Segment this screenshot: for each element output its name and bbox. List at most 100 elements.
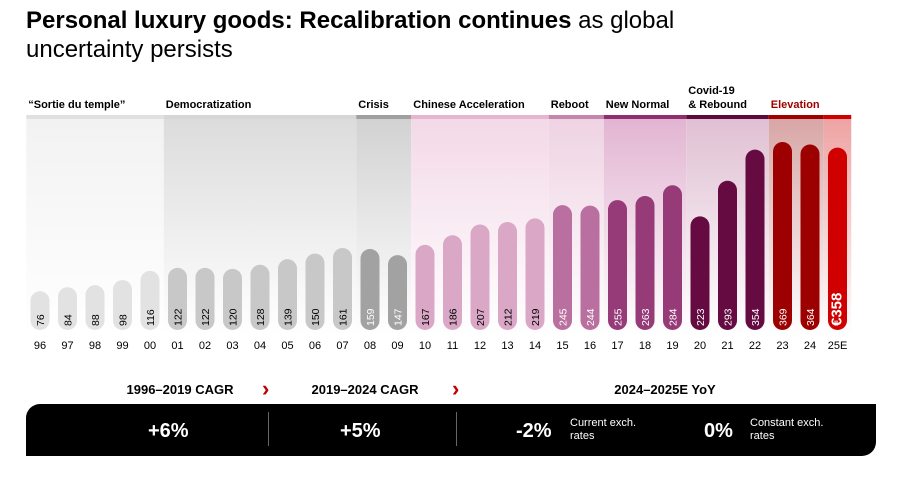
bar-value-label: 122: [173, 308, 185, 326]
bar: [718, 180, 737, 330]
x-tick-label: 10: [419, 340, 431, 352]
x-tick-label: 97: [61, 340, 73, 352]
bar-value-label: 244: [585, 308, 597, 326]
x-tick-label: 00: [144, 340, 156, 352]
x-tick-label: 08: [364, 340, 376, 352]
era-band: [26, 115, 164, 119]
bar-value-label: 98: [118, 314, 130, 326]
bar-value-label: 364: [805, 308, 817, 326]
divider: [268, 412, 269, 446]
bar-value-label: 284: [668, 308, 680, 326]
bar: [470, 224, 490, 330]
bar-value-label: 223: [695, 308, 707, 326]
bar: [443, 235, 462, 330]
bar-value-label: 84: [63, 314, 75, 326]
bar: [498, 221, 517, 330]
cagr-2-value: +5%: [340, 420, 381, 442]
x-tick-label: 05: [281, 340, 293, 352]
x-tick-label: 20: [694, 340, 706, 352]
x-tick-label: 07: [336, 340, 348, 352]
x-tick-label: 12: [474, 340, 486, 352]
divider: [456, 412, 457, 446]
bar-value-label: 263: [640, 308, 652, 326]
bar: [635, 196, 655, 330]
bar: [828, 147, 847, 330]
era-label: Chinese Acceleration: [413, 99, 525, 111]
x-tick-label: 24: [804, 340, 816, 352]
bar: [525, 218, 545, 330]
bar: [663, 185, 682, 330]
era-band: [603, 115, 687, 119]
bar-value-label: 369: [778, 308, 790, 326]
x-tick-label: 23: [776, 340, 788, 352]
bar-value-label: 116: [145, 309, 157, 326]
cagr-1-value: +6%: [148, 420, 189, 442]
title-rest: as global uncertainty persists: [26, 7, 675, 63]
summary-strip: +6% +5% -2% Current exch. rates 0% Const…: [26, 404, 876, 456]
bar: [608, 200, 627, 330]
bar: [415, 244, 435, 330]
era-label: “Sortie du temple”: [28, 99, 125, 111]
bar-value-label: 120: [228, 308, 240, 326]
yoy-constant-note: Constant exch. rates: [750, 417, 824, 442]
bar-value-label: 139: [283, 308, 295, 326]
x-tick-label: 16: [584, 340, 596, 352]
x-tick-label: 09: [391, 340, 403, 352]
bar: [58, 287, 77, 330]
bar-value-label: 150: [310, 308, 322, 326]
x-tick-label: 99: [116, 340, 128, 352]
bar-value-label: 207: [475, 308, 487, 326]
bar: [223, 268, 242, 330]
page-title: Personal luxury goods: Recalibration con…: [26, 6, 786, 64]
yoy-current-value: -2%: [516, 420, 552, 442]
bar-value-label: 245: [558, 308, 570, 326]
x-tick-label: 17: [611, 340, 623, 352]
bar: [195, 267, 215, 330]
x-tick-label: 03: [226, 340, 238, 352]
bar-value-label: 128: [255, 308, 267, 326]
era-band: [768, 115, 824, 119]
title-bold: Personal luxury goods: Recalibration con…: [26, 7, 572, 34]
x-tick-label: 11: [447, 340, 458, 352]
header-cagr-2019-2024: 2019–2024 CAGR: [311, 382, 419, 397]
x-tick-label: 04: [254, 340, 266, 352]
bar-value-label: 76: [35, 314, 47, 326]
header-yoy: 2024–2025E YoY: [614, 382, 716, 397]
bar-value-label: 88: [90, 314, 102, 326]
bar: [250, 264, 270, 330]
bar-value-label: 161: [338, 308, 350, 326]
bar-value-label: 219: [530, 308, 542, 326]
era-label: Crisis: [358, 99, 389, 111]
era-band: [356, 115, 412, 119]
era-label: New Normal: [606, 99, 670, 111]
bar-value-label: 255: [613, 308, 625, 326]
x-tick-label: 13: [501, 340, 513, 352]
x-tick-label: 06: [309, 340, 321, 352]
x-tick-label: 15: [556, 340, 568, 352]
x-tick-label: 19: [666, 340, 678, 352]
era-band: [163, 115, 357, 119]
bar: [580, 205, 600, 330]
x-tick-label: 96: [34, 340, 46, 352]
x-tick-label: 02: [199, 340, 211, 352]
era-label: & Rebound: [688, 99, 747, 111]
bar-value-label: 147: [393, 308, 405, 326]
bar: [113, 280, 132, 330]
x-tick-label: 01: [171, 340, 183, 352]
era-band: [548, 115, 604, 119]
x-tick-label: 22: [749, 340, 761, 352]
bar: [360, 248, 380, 330]
bar: [690, 216, 710, 330]
yoy-current-note: Current exch. rates: [570, 417, 637, 442]
x-tick-label: 21: [721, 340, 733, 352]
era-label: Reboot: [551, 99, 589, 111]
x-tick-label: 25E: [828, 340, 848, 352]
yoy-constant-value: 0%: [704, 420, 733, 442]
bar: [800, 144, 820, 330]
bar-value-label: 212: [503, 308, 515, 326]
bar: [168, 267, 187, 330]
bar: [30, 291, 50, 330]
bar: [85, 285, 105, 330]
bar-value-label: 293: [723, 308, 735, 326]
x-tick-label: 14: [529, 340, 541, 352]
